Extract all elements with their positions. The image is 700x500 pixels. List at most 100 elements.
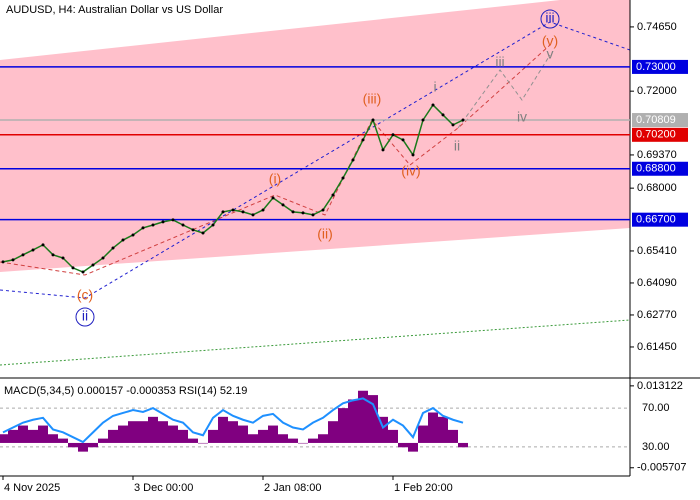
macd-bar bbox=[88, 442, 98, 448]
price-point bbox=[231, 208, 235, 212]
macd-bar bbox=[358, 390, 368, 443]
price-point bbox=[101, 256, 105, 260]
wave-circle bbox=[540, 9, 560, 29]
level-label-box bbox=[632, 59, 688, 74]
wave-label: i bbox=[433, 79, 436, 95]
wave-circle bbox=[75, 307, 95, 327]
macd-bar bbox=[168, 425, 178, 443]
price-point bbox=[441, 113, 445, 117]
y-tick-label: 0.74650 bbox=[637, 21, 677, 33]
macd-bar bbox=[68, 442, 78, 448]
x-tick-label: 3 Dec 00:00 bbox=[134, 482, 193, 494]
macd-bar bbox=[8, 429, 18, 443]
wave-label: iv bbox=[517, 109, 527, 125]
macd-bar bbox=[408, 442, 418, 452]
price-point bbox=[51, 253, 55, 257]
price-point bbox=[131, 233, 135, 237]
indicator-title: MACD(5,34,5) 0.000157 -0.000353 RSI(14) … bbox=[4, 385, 247, 397]
price-point bbox=[71, 266, 75, 270]
macd-bar bbox=[328, 421, 338, 443]
macd-bar bbox=[58, 438, 68, 443]
wave-label: ii bbox=[454, 138, 460, 154]
price-point bbox=[61, 256, 65, 260]
macd-bar bbox=[368, 395, 378, 443]
price-point bbox=[331, 193, 335, 197]
price-point bbox=[161, 220, 165, 224]
macd-bar bbox=[448, 429, 458, 443]
y-tick-label: -0.005707 bbox=[637, 462, 687, 474]
price-point bbox=[151, 223, 155, 227]
macd-bar bbox=[198, 442, 208, 444]
price-point bbox=[281, 203, 285, 207]
price-point bbox=[251, 213, 255, 217]
macd-bar bbox=[248, 434, 258, 443]
wave-label: (ii) bbox=[317, 226, 333, 242]
macd-bar bbox=[338, 408, 348, 443]
wave-label: (i) bbox=[269, 171, 281, 187]
macd-bar bbox=[288, 438, 298, 443]
wave-label: iii bbox=[545, 10, 554, 26]
macd-bar bbox=[258, 429, 268, 443]
macd-bar bbox=[78, 442, 88, 452]
macd-bar bbox=[378, 416, 388, 443]
y-tick-label: 0.61450 bbox=[637, 341, 677, 353]
macd-bar bbox=[108, 429, 118, 443]
macd-bar bbox=[128, 421, 138, 443]
price-point bbox=[421, 118, 425, 122]
price-point bbox=[81, 270, 85, 274]
price-point bbox=[201, 231, 205, 235]
level-label-box bbox=[632, 161, 688, 176]
price-point bbox=[11, 258, 15, 262]
price-point bbox=[181, 223, 185, 227]
price-point bbox=[451, 123, 455, 127]
macd-bar bbox=[98, 438, 108, 443]
wave-label: (iv) bbox=[401, 163, 420, 179]
rsi-line bbox=[2, 397, 464, 444]
price-point bbox=[211, 223, 215, 227]
macd-bar bbox=[28, 429, 38, 443]
price-point bbox=[341, 176, 345, 180]
macd-bar bbox=[178, 429, 188, 443]
x-tick-label: 4 Nov 2025 bbox=[4, 482, 60, 494]
wave-label: (iii) bbox=[363, 91, 382, 107]
macd-bar bbox=[228, 421, 238, 443]
macd-bar bbox=[118, 425, 128, 443]
macd-bar bbox=[0, 434, 8, 443]
price-point bbox=[261, 208, 265, 212]
price-point bbox=[241, 210, 245, 214]
wave-line bbox=[0, 21, 631, 299]
wave-label: (v) bbox=[542, 33, 558, 49]
wave-label: iii bbox=[495, 54, 504, 70]
price-point bbox=[121, 238, 125, 242]
level-label: 0.70200 bbox=[636, 129, 676, 141]
macd-bar bbox=[388, 429, 398, 443]
price-point bbox=[461, 118, 465, 122]
wave-label: v bbox=[547, 46, 554, 62]
price-point bbox=[191, 228, 195, 232]
macd-bar bbox=[268, 425, 278, 443]
wave-label: (c) bbox=[77, 287, 93, 303]
price-point bbox=[271, 196, 275, 200]
x-tick-label: 2 Jan 08:00 bbox=[264, 482, 322, 494]
level-label-box bbox=[632, 127, 688, 142]
level-label: 0.68800 bbox=[636, 163, 676, 175]
level-label: 0.73000 bbox=[636, 61, 676, 73]
y2-tick-label: 70.00 bbox=[642, 402, 670, 414]
macd-bar bbox=[298, 442, 308, 444]
price-point bbox=[381, 148, 385, 152]
price-point bbox=[431, 103, 435, 107]
price-point bbox=[111, 246, 115, 250]
y-tick-label: 0.64090 bbox=[637, 277, 677, 289]
price-point bbox=[371, 118, 375, 122]
level-label: 0.66700 bbox=[636, 214, 676, 226]
price-point bbox=[91, 263, 95, 267]
macd-bar bbox=[18, 425, 28, 443]
y-tick-label: 0.62770 bbox=[637, 309, 677, 321]
level-label: 0.70809 bbox=[636, 114, 676, 126]
macd-bar bbox=[208, 429, 218, 443]
macd-bar bbox=[418, 425, 428, 443]
macd-bar bbox=[188, 438, 198, 443]
y-tick-label: 0.013122 bbox=[637, 380, 683, 392]
macd-bar bbox=[38, 425, 48, 443]
